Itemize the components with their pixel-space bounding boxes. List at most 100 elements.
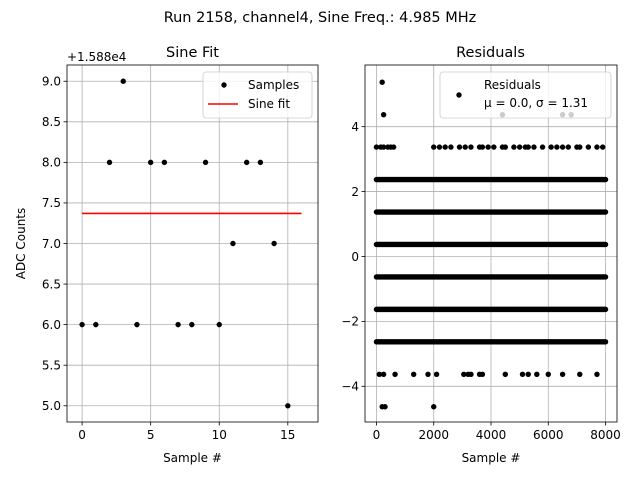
residual-point bbox=[479, 144, 486, 150]
sine-fit-axes-frame bbox=[66, 64, 319, 423]
sample-point bbox=[202, 159, 209, 166]
residual-point bbox=[525, 144, 531, 150]
residual-point bbox=[379, 79, 385, 85]
y-tick-label: 4 bbox=[351, 120, 359, 134]
residual-point bbox=[425, 371, 431, 377]
residual-point bbox=[534, 371, 540, 377]
y-tick-label: −4 bbox=[341, 380, 359, 394]
residual-point bbox=[468, 371, 474, 377]
residual-point bbox=[599, 144, 606, 150]
residual-point bbox=[442, 144, 448, 150]
sine-fit-marks bbox=[79, 78, 302, 409]
y-tick-label: 2 bbox=[351, 185, 359, 199]
residuals-panel: Residuals 0 2000 4000 6000 8000 −4 −2 0 2 4 Sampl… bbox=[341, 45, 621, 465]
sample-point bbox=[161, 159, 168, 166]
sine-fit-legend: Samples Sine fit bbox=[202, 71, 313, 119]
residual-point bbox=[380, 371, 387, 377]
y-tick-label: 6.5 bbox=[42, 277, 61, 291]
legend-residuals-label: Residuals bbox=[484, 78, 541, 92]
residual-point bbox=[448, 144, 454, 150]
residual-point bbox=[545, 371, 551, 377]
residual-point bbox=[485, 144, 491, 150]
sine-fit-panel: Sine Fit +1.588e4 0 5 10 15 5.0 5.5 6.0 6.5 7.0 7… bbox=[14, 45, 319, 465]
residual-point bbox=[554, 144, 560, 150]
residual-point bbox=[410, 371, 417, 377]
sample-point bbox=[120, 78, 126, 84]
y-tick-label: 9.0 bbox=[42, 75, 61, 89]
residual-point bbox=[456, 144, 463, 150]
residuals-legend: Residuals μ = 0.0, σ = 1.31 bbox=[439, 71, 612, 119]
x-tick-label: 0 bbox=[78, 428, 86, 442]
x-tick-label: 4000 bbox=[476, 428, 507, 442]
residual-point bbox=[392, 371, 398, 377]
sample-point bbox=[79, 321, 85, 328]
sample-point bbox=[106, 159, 113, 166]
x-tick-label: 8000 bbox=[590, 428, 621, 442]
x-tick-label: 15 bbox=[280, 428, 295, 442]
residual-point bbox=[594, 371, 600, 377]
residual-point bbox=[380, 111, 387, 118]
residual-point bbox=[431, 144, 437, 150]
y-tick-label: 8.5 bbox=[42, 115, 61, 129]
y-tick-label: 5.0 bbox=[42, 399, 61, 413]
sine-fit-title: Sine Fit bbox=[166, 45, 219, 61]
sample-point bbox=[257, 159, 264, 166]
residual-point bbox=[468, 144, 474, 150]
residual-point bbox=[373, 144, 380, 150]
sample-point bbox=[285, 403, 291, 409]
x-tick-label: 5 bbox=[147, 428, 155, 442]
x-tick-label: 2000 bbox=[418, 428, 449, 442]
y-tick-label: 7.0 bbox=[42, 237, 61, 251]
sample-point bbox=[175, 321, 181, 328]
residual-point bbox=[431, 404, 437, 410]
residual-point bbox=[511, 144, 517, 150]
residual-point bbox=[559, 144, 566, 150]
residual-point bbox=[525, 371, 531, 377]
y-tick-label: 8.0 bbox=[42, 156, 61, 170]
legend-residuals-marker bbox=[456, 92, 462, 98]
residual-point bbox=[461, 371, 467, 377]
sample-point bbox=[93, 321, 99, 328]
residual-point bbox=[585, 144, 592, 150]
residual-point bbox=[516, 144, 523, 150]
residual-point bbox=[594, 144, 600, 150]
residual-point bbox=[390, 144, 397, 150]
y-tick-label: 5.5 bbox=[42, 359, 61, 373]
y-tick-label: 7.5 bbox=[42, 196, 61, 210]
sine-fit-ticks: 0 5 10 15 5.0 5.5 6.0 6.5 7.0 7.5 8.0 8.5 9.0 bbox=[42, 75, 296, 442]
sample-point bbox=[243, 159, 250, 166]
sine-fit-grid bbox=[67, 65, 318, 422]
figure-suptitle: Run 2158, channel4, Sine Freq.: 4.985 MH… bbox=[164, 10, 477, 26]
residual-point bbox=[539, 144, 546, 150]
residual-point bbox=[462, 144, 468, 150]
residuals-axes-frame bbox=[364, 64, 618, 423]
residual-point bbox=[548, 144, 554, 150]
sample-point bbox=[189, 321, 195, 328]
sample-point bbox=[134, 321, 140, 328]
sine-fit-offset-label: +1.588e4 bbox=[67, 50, 126, 64]
legend-samples-marker bbox=[221, 82, 227, 88]
legend-samples-label: Samples bbox=[248, 78, 299, 92]
residuals-legend-box bbox=[439, 71, 612, 119]
y-tick-label: 6.0 bbox=[42, 318, 61, 332]
sample-point bbox=[271, 240, 277, 247]
residual-point bbox=[502, 144, 509, 150]
sine-fit-xlabel: Sample # bbox=[163, 451, 222, 465]
residual-point bbox=[577, 144, 583, 150]
residual-point bbox=[502, 371, 509, 377]
legend-sine-fit-label: Sine fit bbox=[248, 97, 290, 111]
residual-point bbox=[559, 371, 566, 377]
residuals-xlabel: Sample # bbox=[462, 451, 521, 465]
residual-point bbox=[565, 144, 572, 150]
residual-point bbox=[376, 371, 383, 377]
sine-fit-legend-box bbox=[202, 71, 313, 119]
sample-point bbox=[216, 321, 222, 328]
y-tick-label: 0 bbox=[351, 250, 359, 264]
y-tick-label: −2 bbox=[341, 315, 359, 329]
residual-point bbox=[436, 144, 443, 150]
residual-point bbox=[519, 371, 526, 377]
sample-point bbox=[147, 159, 154, 166]
sample-point bbox=[230, 240, 236, 247]
sine-fit-ylabel: ADC Counts bbox=[14, 208, 28, 280]
